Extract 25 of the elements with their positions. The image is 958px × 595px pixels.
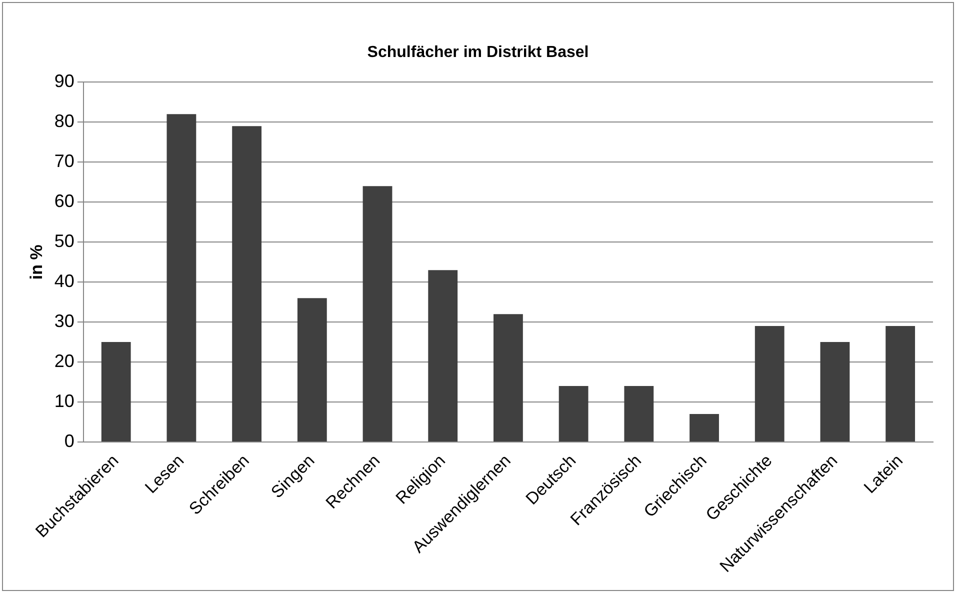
bar — [690, 414, 719, 442]
bar — [558, 386, 588, 442]
bar — [624, 386, 654, 442]
y-tick-label: 70 — [54, 151, 74, 172]
y-tick-label: 50 — [54, 231, 74, 252]
bar — [754, 326, 784, 442]
y-tick-label: 0 — [64, 430, 74, 451]
bar — [166, 114, 196, 442]
y-tick-label: 40 — [54, 271, 74, 292]
bar — [232, 126, 262, 442]
y-tick-label: 20 — [54, 351, 74, 372]
bar — [886, 326, 916, 442]
y-tick-label: 90 — [54, 71, 74, 92]
chart-title: Schulfächer im Distrikt Basel — [367, 44, 589, 62]
bar — [297, 298, 327, 442]
y-tick-label: 60 — [54, 191, 74, 212]
y-tick-label: 10 — [54, 390, 74, 411]
bar — [820, 342, 850, 442]
bar — [362, 186, 392, 442]
bar — [101, 342, 131, 442]
bar — [494, 314, 523, 442]
bar — [428, 270, 458, 442]
y-tick-label: 30 — [54, 311, 74, 332]
y-axis-title: in % — [26, 244, 46, 280]
y-tick-label: 80 — [54, 111, 74, 132]
